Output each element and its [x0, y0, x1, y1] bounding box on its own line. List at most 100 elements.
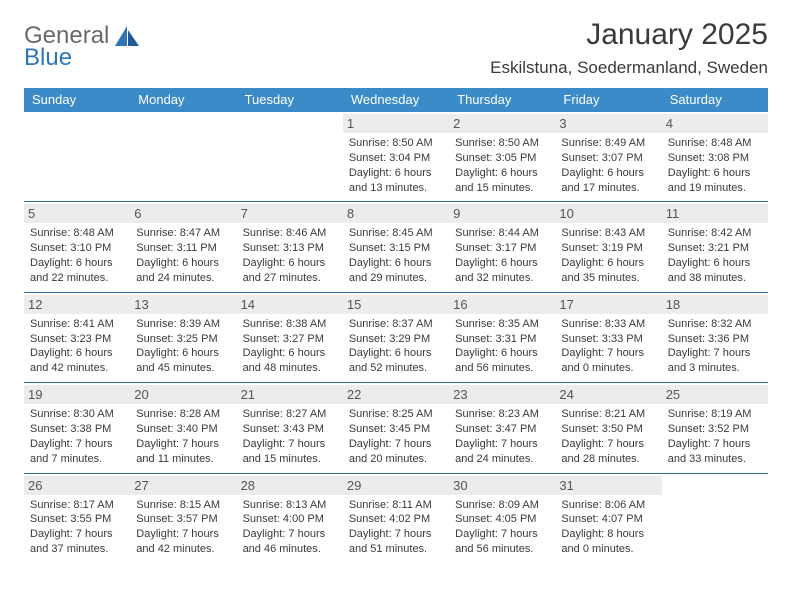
calendar-day: 27 Sunrise: 8:15 AMSunset: 3:57 PMDayligh…: [130, 474, 236, 563]
day-number: 26: [24, 476, 130, 495]
day-details: Sunrise: 8:15 AMSunset: 3:57 PMDaylight:…: [136, 498, 230, 557]
calendar-week: 19 Sunrise: 8:30 AMSunset: 3:38 PMDayligh…: [24, 383, 768, 473]
day-number: 2: [449, 114, 555, 133]
sail-icon: [113, 24, 141, 50]
day-details: Sunrise: 8:42 AMSunset: 3:21 PMDaylight:…: [668, 226, 762, 285]
day-number: 18: [662, 295, 768, 314]
day-details: Sunrise: 8:50 AMSunset: 3:05 PMDaylight:…: [455, 136, 549, 195]
day-details: Sunrise: 8:38 AMSunset: 3:27 PMDaylight:…: [243, 317, 337, 376]
calendar-day: 18 Sunrise: 8:32 AMSunset: 3:36 PMDayligh…: [662, 293, 768, 382]
day-number: 5: [24, 204, 130, 223]
calendar-day: 23 Sunrise: 8:23 AMSunset: 3:47 PMDayligh…: [449, 383, 555, 472]
calendar-day: 1 Sunrise: 8:50 AMSunset: 3:04 PMDaylight…: [343, 112, 449, 201]
calendar-day: 14 Sunrise: 8:38 AMSunset: 3:27 PMDayligh…: [237, 293, 343, 382]
day-details: Sunrise: 8:33 AMSunset: 3:33 PMDaylight:…: [561, 317, 655, 376]
day-number: 7: [237, 204, 343, 223]
day-number: 3: [555, 114, 661, 133]
day-details: Sunrise: 8:35 AMSunset: 3:31 PMDaylight:…: [455, 317, 549, 376]
day-details: Sunrise: 8:48 AMSunset: 3:10 PMDaylight:…: [30, 226, 124, 285]
brand-logo: General Blue: [24, 18, 141, 70]
day-number: 13: [130, 295, 236, 314]
calendar-day: 15 Sunrise: 8:37 AMSunset: 3:29 PMDayligh…: [343, 293, 449, 382]
calendar-day: 7 Sunrise: 8:46 AMSunset: 3:13 PMDaylight…: [237, 202, 343, 291]
day-details: Sunrise: 8:25 AMSunset: 3:45 PMDaylight:…: [349, 407, 443, 466]
day-number: 6: [130, 204, 236, 223]
calendar-week: 1 Sunrise: 8:50 AMSunset: 3:04 PMDaylight…: [24, 112, 768, 202]
calendar-day: [130, 112, 236, 201]
day-number: 4: [662, 114, 768, 133]
calendar-week: 26 Sunrise: 8:17 AMSunset: 3:55 PMDayligh…: [24, 474, 768, 563]
day-number: 9: [449, 204, 555, 223]
calendar-day: 4 Sunrise: 8:48 AMSunset: 3:08 PMDaylight…: [662, 112, 768, 201]
brand-line2: Blue: [24, 46, 109, 70]
day-number: 29: [343, 476, 449, 495]
day-details: Sunrise: 8:43 AMSunset: 3:19 PMDaylight:…: [561, 226, 655, 285]
calendar-day: 9 Sunrise: 8:44 AMSunset: 3:17 PMDaylight…: [449, 202, 555, 291]
weekday-label: Wednesday: [343, 88, 449, 112]
day-number: 16: [449, 295, 555, 314]
day-details: Sunrise: 8:41 AMSunset: 3:23 PMDaylight:…: [30, 317, 124, 376]
calendar-day: 12 Sunrise: 8:41 AMSunset: 3:23 PMDayligh…: [24, 293, 130, 382]
day-number: 30: [449, 476, 555, 495]
day-number: 31: [555, 476, 661, 495]
day-number: 20: [130, 385, 236, 404]
day-number: 8: [343, 204, 449, 223]
day-details: Sunrise: 8:28 AMSunset: 3:40 PMDaylight:…: [136, 407, 230, 466]
day-details: Sunrise: 8:23 AMSunset: 3:47 PMDaylight:…: [455, 407, 549, 466]
calendar-day: [24, 112, 130, 201]
weekday-label: Monday: [130, 88, 236, 112]
day-number: 10: [555, 204, 661, 223]
day-details: Sunrise: 8:11 AMSunset: 4:02 PMDaylight:…: [349, 498, 443, 557]
day-details: Sunrise: 8:17 AMSunset: 3:55 PMDaylight:…: [30, 498, 124, 557]
day-details: Sunrise: 8:37 AMSunset: 3:29 PMDaylight:…: [349, 317, 443, 376]
calendar-week: 5 Sunrise: 8:48 AMSunset: 3:10 PMDaylight…: [24, 202, 768, 292]
day-number: 25: [662, 385, 768, 404]
weekday-label: Thursday: [449, 88, 555, 112]
weekday-label: Tuesday: [237, 88, 343, 112]
day-details: Sunrise: 8:44 AMSunset: 3:17 PMDaylight:…: [455, 226, 549, 285]
brand-text: General Blue: [24, 24, 109, 70]
weekday-label: Sunday: [24, 88, 130, 112]
day-number: 1: [343, 114, 449, 133]
day-details: Sunrise: 8:45 AMSunset: 3:15 PMDaylight:…: [349, 226, 443, 285]
calendar-day: 26 Sunrise: 8:17 AMSunset: 3:55 PMDayligh…: [24, 474, 130, 563]
location-label: Eskilstuna, Soedermanland, Sweden: [490, 58, 768, 78]
day-number: 24: [555, 385, 661, 404]
calendar-day: 2 Sunrise: 8:50 AMSunset: 3:05 PMDaylight…: [449, 112, 555, 201]
day-details: Sunrise: 8:27 AMSunset: 3:43 PMDaylight:…: [243, 407, 337, 466]
day-details: Sunrise: 8:32 AMSunset: 3:36 PMDaylight:…: [668, 317, 762, 376]
day-details: Sunrise: 8:30 AMSunset: 3:38 PMDaylight:…: [30, 407, 124, 466]
day-details: Sunrise: 8:48 AMSunset: 3:08 PMDaylight:…: [668, 136, 762, 195]
day-number: 23: [449, 385, 555, 404]
calendar-week: 12 Sunrise: 8:41 AMSunset: 3:23 PMDayligh…: [24, 293, 768, 383]
day-details: Sunrise: 8:49 AMSunset: 3:07 PMDaylight:…: [561, 136, 655, 195]
calendar-day: 16 Sunrise: 8:35 AMSunset: 3:31 PMDayligh…: [449, 293, 555, 382]
calendar-day: 13 Sunrise: 8:39 AMSunset: 3:25 PMDayligh…: [130, 293, 236, 382]
day-number: 27: [130, 476, 236, 495]
weekday-header: Sunday Monday Tuesday Wednesday Thursday…: [24, 88, 768, 112]
day-details: Sunrise: 8:50 AMSunset: 3:04 PMDaylight:…: [349, 136, 443, 195]
day-number: 22: [343, 385, 449, 404]
calendar-day: 31 Sunrise: 8:06 AMSunset: 4:07 PMDayligh…: [555, 474, 661, 563]
calendar-day: 30Sunrise: 8:09 AMSunset: 4:05 PMDayligh…: [449, 474, 555, 563]
day-details: Sunrise: 8:21 AMSunset: 3:50 PMDaylight:…: [561, 407, 655, 466]
day-number: 17: [555, 295, 661, 314]
day-number: 12: [24, 295, 130, 314]
day-details: Sunrise: 8:46 AMSunset: 3:13 PMDaylight:…: [243, 226, 337, 285]
calendar-day: 3 Sunrise: 8:49 AMSunset: 3:07 PMDaylight…: [555, 112, 661, 201]
calendar-day: 8 Sunrise: 8:45 AMSunset: 3:15 PMDaylight…: [343, 202, 449, 291]
day-number: 11: [662, 204, 768, 223]
calendar-day: [237, 112, 343, 201]
calendar-day: 20 Sunrise: 8:28 AMSunset: 3:40 PMDayligh…: [130, 383, 236, 472]
calendar-day: 24 Sunrise: 8:21 AMSunset: 3:50 PMDayligh…: [555, 383, 661, 472]
day-details: Sunrise: 8:39 AMSunset: 3:25 PMDaylight:…: [136, 317, 230, 376]
calendar-day: 10 Sunrise: 8:43 AMSunset: 3:19 PMDayligh…: [555, 202, 661, 291]
day-number: 19: [24, 385, 130, 404]
day-number: 15: [343, 295, 449, 314]
day-details: Sunrise: 8:13 AMSunset: 4:00 PMDaylight:…: [243, 498, 337, 557]
calendar-day: 22 Sunrise: 8:25 AMSunset: 3:45 PMDayligh…: [343, 383, 449, 472]
day-details: Sunrise: 8:06 AMSunset: 4:07 PMDaylight:…: [561, 498, 655, 557]
day-number: 28: [237, 476, 343, 495]
day-number: 14: [237, 295, 343, 314]
calendar-body: 1 Sunrise: 8:50 AMSunset: 3:04 PMDaylight…: [24, 112, 768, 563]
